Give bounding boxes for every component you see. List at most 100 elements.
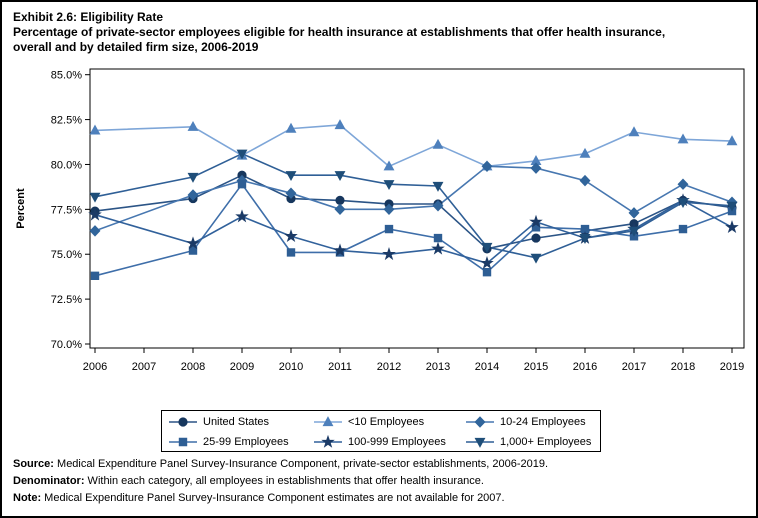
data-point-square xyxy=(433,233,443,243)
legend-marker-square xyxy=(169,437,197,447)
data-point-star xyxy=(186,236,200,250)
data-point-circle xyxy=(531,233,541,243)
data-point-diamond xyxy=(89,225,101,237)
data-point-square xyxy=(90,271,100,280)
x-tick-label: 2014 xyxy=(475,361,499,373)
x-tick-label: 2018 xyxy=(671,361,695,373)
data-point-triangle-up xyxy=(628,126,640,137)
data-point-triangle-down xyxy=(432,181,444,192)
data-point-diamond xyxy=(579,174,591,187)
legend-marker-diamond xyxy=(466,416,494,428)
chart-title-line1: Exhibit 2.6: Eligibility Rate xyxy=(13,10,164,24)
legend-item: <10 Employees xyxy=(313,415,465,429)
legend-label: 1,000+ Employees xyxy=(500,436,592,448)
legend-marker-circle xyxy=(169,417,197,427)
y-tick-label: 70.0% xyxy=(51,339,82,351)
note-note: Note: Medical Expenditure Panel Survey-I… xyxy=(13,492,505,504)
chart-notes: Source: Medical Expenditure Panel Survey… xyxy=(13,456,548,507)
data-point-diamond xyxy=(677,178,689,190)
data-point-triangle-up xyxy=(285,122,297,133)
legend-label: 25-99 Employees xyxy=(203,436,289,448)
legend-label: 100-999 Employees xyxy=(348,436,446,448)
data-point-square xyxy=(482,268,492,277)
data-point-triangle-up xyxy=(89,124,101,135)
data-point-star xyxy=(321,435,335,448)
x-tick-label: 2009 xyxy=(230,361,254,373)
data-point-diamond xyxy=(474,416,486,428)
x-tick-label: 2017 xyxy=(622,361,646,373)
x-tick-label: 2007 xyxy=(132,361,156,373)
legend-label: 10-24 Employees xyxy=(500,416,586,428)
data-point-square xyxy=(678,224,688,234)
y-tick-label: 80.0% xyxy=(51,159,82,171)
data-point-triangle-up xyxy=(334,119,346,130)
data-point-triangle-down xyxy=(285,171,297,182)
y-tick-label: 72.5% xyxy=(51,294,82,306)
data-point-triangle-down xyxy=(89,192,101,203)
x-tick-label: 2011 xyxy=(328,361,352,373)
data-point-triangle-down xyxy=(334,171,346,182)
legend-item: 1,000+ Employees xyxy=(465,435,606,449)
data-point-square xyxy=(384,224,394,234)
chart-legend: United States <10 Employees 10-24 Employee… xyxy=(161,410,601,452)
data-point-triangle-up xyxy=(726,135,738,146)
data-point-triangle-down xyxy=(481,242,493,253)
chart-title-line3: overall and by detailed firm size, 2006-… xyxy=(13,40,259,54)
data-point-circle xyxy=(178,417,188,427)
data-point-triangle-up xyxy=(187,120,199,131)
data-point-circle xyxy=(335,195,345,205)
y-tick-label: 82.5% xyxy=(51,115,82,127)
data-point-diamond xyxy=(383,203,395,216)
data-point-star xyxy=(382,247,396,261)
data-point-star xyxy=(529,214,543,228)
data-point-triangle-down xyxy=(187,172,199,183)
x-tick-label: 2016 xyxy=(573,361,597,373)
data-point-star xyxy=(725,220,739,234)
data-point-star xyxy=(431,241,445,255)
data-point-diamond xyxy=(628,207,640,219)
data-point-triangle-down xyxy=(530,253,542,264)
data-point-diamond xyxy=(334,203,346,216)
x-tick-label: 2019 xyxy=(720,361,744,373)
data-point-triangle-down xyxy=(726,201,738,212)
chart-title: Exhibit 2.6: Eligibility Rate Percentage… xyxy=(13,10,665,55)
legend-label: <10 Employees xyxy=(348,416,425,428)
data-point-triangle-up xyxy=(322,416,334,427)
data-point-triangle-down xyxy=(628,226,640,237)
data-point-triangle-up xyxy=(579,147,591,158)
x-tick-label: 2006 xyxy=(83,361,107,373)
chart-title-line2: Percentage of private-sector employees e… xyxy=(13,25,666,39)
legend-item: United States xyxy=(168,415,313,429)
data-point-square xyxy=(178,437,188,447)
data-point-star xyxy=(333,243,347,257)
data-point-triangle-down xyxy=(236,149,248,160)
data-point-diamond xyxy=(530,162,542,174)
data-point-star xyxy=(88,207,102,221)
x-tick-label: 2012 xyxy=(377,361,401,373)
data-point-star xyxy=(284,229,298,243)
y-tick-label: 75.0% xyxy=(51,249,82,261)
note-source: Source: Medical Expenditure Panel Survey… xyxy=(13,458,549,470)
data-point-triangle-up xyxy=(383,160,395,171)
data-point-diamond xyxy=(187,189,199,201)
x-tick-label: 2008 xyxy=(181,361,205,373)
y-tick-label: 85.0% xyxy=(51,70,82,82)
data-point-triangle-down xyxy=(383,180,395,191)
legend-item: 100-999 Employees xyxy=(313,435,465,449)
legend-marker-triangle-up xyxy=(314,416,342,427)
y-tick-label: 77.5% xyxy=(51,204,82,216)
data-point-diamond xyxy=(432,200,444,212)
x-tick-label: 2010 xyxy=(279,361,303,373)
y-axis-label: Percent xyxy=(15,188,27,229)
data-point-square xyxy=(286,248,296,257)
data-point-triangle-up xyxy=(432,138,444,149)
plot-frame xyxy=(89,68,745,349)
data-point-triangle-down xyxy=(579,234,591,244)
legend-label: United States xyxy=(203,416,270,428)
legend-marker-triangle-down xyxy=(466,437,494,448)
data-point-square xyxy=(580,224,590,234)
data-point-triangle-up xyxy=(677,133,689,144)
data-point-diamond xyxy=(481,160,493,173)
data-point-triangle-down xyxy=(474,437,486,448)
